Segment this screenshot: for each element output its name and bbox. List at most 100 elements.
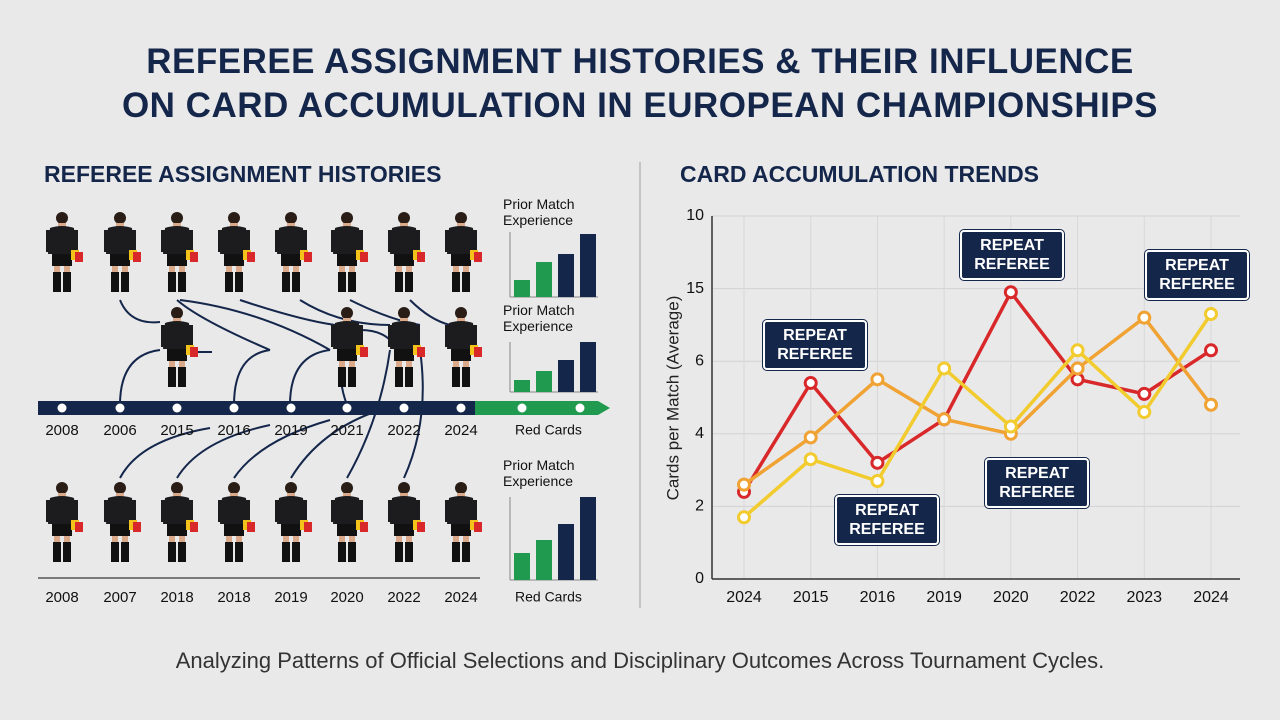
side-label: Prior Match Experience	[503, 196, 575, 228]
year-label: 2008	[45, 422, 78, 439]
data-point	[803, 430, 818, 445]
referee-icon	[161, 307, 198, 387]
data-point	[1204, 307, 1218, 322]
year-label: 2008	[45, 589, 78, 606]
data-point	[1003, 419, 1018, 434]
referee-icon	[46, 212, 83, 292]
annotation: REPEAT REFEREE	[1145, 250, 1249, 300]
side-label-line: Prior Match	[503, 457, 575, 473]
mini-charts	[509, 232, 598, 581]
data-point	[870, 372, 885, 387]
year-label: 2024	[444, 422, 477, 439]
referee-icon	[331, 482, 368, 562]
side-label: Red Cards	[515, 589, 582, 605]
x-tick-label: 2015	[793, 589, 829, 606]
side-label-line: Prior Match	[503, 302, 575, 318]
year-label: 2020	[330, 589, 363, 606]
referee-icon	[218, 212, 255, 292]
timeline-dot	[57, 403, 67, 413]
year-label: 2007	[103, 589, 136, 606]
x-tick-label: 2024	[1193, 589, 1229, 606]
side-label: Prior Match Experience	[503, 302, 575, 334]
data-point	[1137, 310, 1152, 325]
title-line: REFEREE ASSIGNMENT HISTORIES & THEIR INF…	[146, 42, 1134, 81]
referee-icon	[275, 212, 312, 292]
data-point	[1204, 397, 1218, 412]
side-label-line: Experience	[503, 318, 573, 334]
annotation: REPEAT REFEREE	[763, 320, 867, 370]
timeline-dot	[172, 403, 182, 413]
data-point	[1070, 361, 1085, 376]
annotation: REPEAT REFEREE	[985, 458, 1089, 508]
year-label: 2015	[160, 422, 193, 439]
timeline-extension	[475, 401, 610, 415]
year-label: 2022	[387, 422, 420, 439]
series-line	[742, 290, 1212, 493]
y-tick-label: 0	[695, 570, 704, 587]
y-tick-label: 2	[695, 498, 704, 515]
x-tick-label: 2024	[726, 589, 762, 606]
annotation: REPEAT REFEREE	[960, 230, 1064, 280]
chart-title: CARD ACCUMULATION TRENDS	[680, 161, 1039, 187]
referee-icon	[388, 482, 425, 562]
timeline-dot	[115, 403, 125, 413]
data-point	[803, 375, 818, 390]
referee-icon	[331, 307, 368, 387]
referee-icon	[104, 212, 141, 292]
data-point	[1003, 285, 1018, 300]
year-label: 2018	[160, 589, 193, 606]
x-tick-label: 2020	[993, 589, 1029, 606]
x-tick-label: 2022	[1060, 589, 1096, 606]
timeline-dot	[342, 403, 352, 413]
y-axis-label: Cards per Match (Average)	[663, 296, 682, 501]
side-label-line: Experience	[503, 212, 573, 228]
referee-icon	[161, 482, 198, 562]
data-point	[870, 455, 885, 470]
left-heading: REFEREE ASSIGNMENT HISTORIES	[44, 161, 441, 187]
year-label: 2016	[217, 422, 250, 439]
referee-icon	[445, 212, 482, 292]
year-label: 2019	[274, 422, 307, 439]
data-point	[1137, 386, 1152, 401]
side-label-line: Prior Match	[503, 196, 575, 212]
side-label-line: Experience	[503, 473, 573, 489]
referee-icon	[445, 307, 482, 387]
timeline	[38, 401, 475, 415]
year-label: 2021	[330, 422, 363, 439]
data-point	[1070, 372, 1085, 387]
series-line	[742, 313, 1213, 519]
timeline-dot	[286, 403, 296, 413]
referee-icon	[161, 212, 198, 292]
timeline-dot	[229, 403, 239, 413]
referee-icon	[388, 212, 425, 292]
year-label: 2022	[387, 589, 420, 606]
year-label: 2006	[103, 422, 136, 439]
data-point	[737, 510, 751, 525]
data-point	[1070, 343, 1085, 358]
data-point	[1137, 405, 1152, 420]
timeline-dot	[575, 403, 585, 413]
series-line	[742, 315, 1213, 487]
data-point	[803, 452, 818, 467]
year-label: 2018	[217, 589, 250, 606]
y-tick-label: 6	[695, 352, 704, 369]
referee-icon	[445, 482, 482, 562]
year-label: 2024	[444, 589, 477, 606]
y-tick-label: 4	[695, 425, 704, 442]
referee-icon	[104, 482, 141, 562]
title-line: ON CARD ACCUMULATION IN EUROPEAN CHAMPIO…	[121, 86, 1159, 125]
referee-icon	[331, 212, 368, 292]
data-point	[937, 412, 952, 427]
year-label: 2019	[274, 589, 307, 606]
x-tick-label: 2016	[860, 589, 896, 606]
y-tick-label: 10	[686, 207, 704, 224]
footer: Analyzing Patterns of Official Selection…	[176, 648, 1105, 673]
x-tick-label: 2023	[1126, 589, 1162, 606]
side-label: Red Cards	[515, 422, 582, 438]
referee-icon	[275, 482, 312, 562]
referee-icon	[46, 482, 83, 562]
referee-icon	[218, 482, 255, 562]
side-label: Prior Match Experience	[503, 457, 575, 489]
